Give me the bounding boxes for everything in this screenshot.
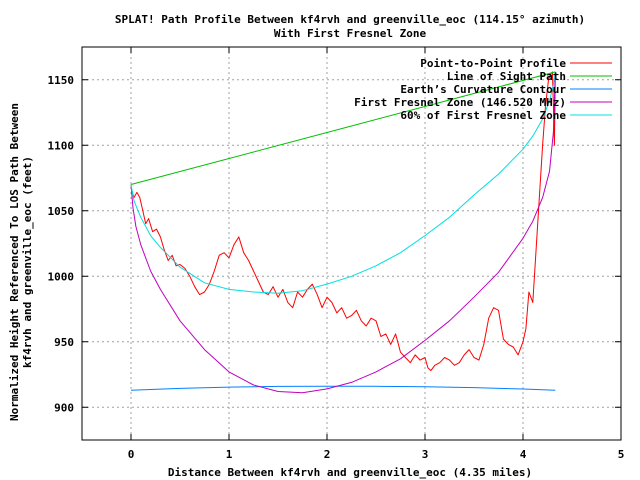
tick-layer: 0 1 2 3 4 5 900 950 1000 1050 1100 1150 [48, 47, 625, 461]
x-tick-label: 2 [324, 448, 331, 461]
y-axis-label-line2: kf4rvh and greenville_eoc (feet) [21, 156, 34, 368]
series-line-point-to-point-profile [130, 71, 556, 372]
series-line-60-of-first-fresnel-zone [130, 71, 556, 294]
x-tick-label: 0 [128, 448, 135, 461]
legend-label: Point-to-Point Profile [420, 57, 566, 70]
y-tick-label: 1100 [48, 139, 75, 152]
y-tick-label: 950 [54, 336, 74, 349]
series-line-line-of-sight-path [130, 71, 556, 185]
plot-frame [81, 46, 622, 441]
chart-title: SPLAT! Path Profile Between kf4rvh and g… [115, 13, 585, 26]
legend-label: 60% of First Fresnel Zone [400, 109, 566, 122]
x-tick-label: 1 [226, 448, 233, 461]
legend-label: First Fresnel Zone (146.520 MHz) [354, 96, 566, 109]
x-tick-label: 3 [422, 448, 429, 461]
y-tick-label: 1050 [48, 205, 75, 218]
series-line-first-fresnel-zone-146-520-mhz [130, 71, 556, 394]
x-axis-label: Distance Between kf4rvh and greenville_e… [168, 466, 532, 479]
series-layer [130, 71, 556, 394]
legend-label: Line of Sight Path [447, 70, 566, 83]
series-line-earth-s-curvature-contour [130, 385, 556, 391]
y-tick-label: 1000 [48, 270, 75, 283]
x-tick-label: 4 [520, 448, 527, 461]
y-axis-label: Normalized Height Referenced To LOS Path… [8, 103, 21, 421]
y-tick-label: 1150 [48, 74, 75, 87]
y-tick-label: 900 [54, 401, 74, 414]
chart-subtitle: With First Fresnel Zone [274, 27, 427, 40]
x-tick-label: 5 [618, 448, 625, 461]
legend-label: Earth’s Curvature Contour [400, 83, 566, 96]
